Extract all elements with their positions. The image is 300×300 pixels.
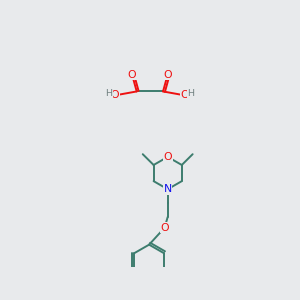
Text: O: O bbox=[180, 89, 189, 100]
Text: O: O bbox=[164, 152, 172, 162]
Text: O: O bbox=[160, 223, 169, 233]
Text: H: H bbox=[188, 89, 194, 98]
Text: H: H bbox=[105, 89, 112, 98]
Text: O: O bbox=[128, 70, 136, 80]
Text: O: O bbox=[164, 70, 172, 80]
Text: O: O bbox=[111, 89, 119, 100]
Text: N: N bbox=[164, 184, 172, 194]
